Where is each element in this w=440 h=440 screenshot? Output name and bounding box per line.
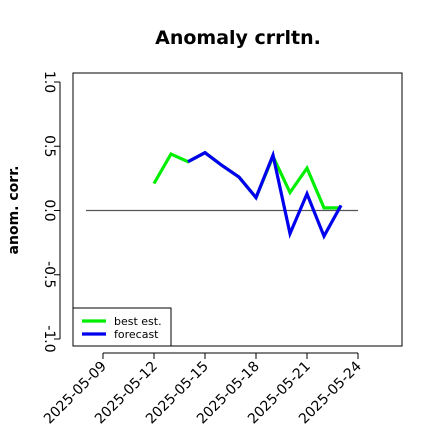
- legend-label: best est.: [114, 315, 162, 328]
- chart-title: Anomaly crrltn.: [155, 27, 321, 49]
- plot-frame: [72, 72, 403, 347]
- series-layer: [152, 149, 343, 240]
- y-tick-label: 1.0: [41, 71, 57, 93]
- y-tick-label: 0.0: [41, 199, 57, 221]
- y-tick-label: -0.5: [41, 261, 57, 288]
- x-axis: 2025-05-092025-05-122025-05-152025-05-18…: [41, 352, 365, 427]
- legend: best est.forecast: [72, 307, 172, 347]
- series-line-best-est-: [152, 150, 341, 210]
- y-tick-label: -1.0: [41, 325, 57, 352]
- y-axis-label: anom. corr.: [6, 166, 22, 255]
- series-line-forecast: [187, 149, 343, 240]
- y-tick-label: 0.5: [41, 135, 57, 157]
- legend-box: [72, 307, 172, 347]
- y-axis: -1.0 -0.5 0.0 0.5 1.0: [41, 71, 61, 353]
- legend-label: forecast: [114, 328, 159, 341]
